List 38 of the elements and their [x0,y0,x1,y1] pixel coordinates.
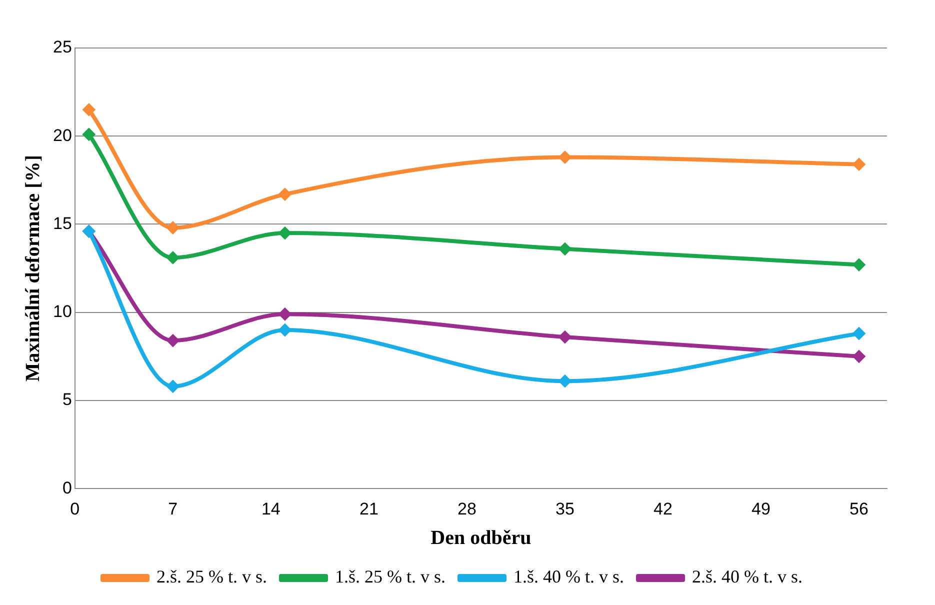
point [558,150,572,164]
y-tick-label: 15 [52,214,72,233]
x-tick-label: 28 [457,499,476,518]
legend-label: 1.š. 25 % t. v s. [334,566,446,587]
point [278,188,292,201]
y-tick-label: 5 [62,390,72,410]
x-tick-label: 21 [359,499,378,518]
y-tick-label: 10 [52,302,72,322]
point [278,308,292,321]
x-tick-label: 35 [556,499,574,518]
point [852,258,866,272]
x-tick-label: 14 [261,499,280,518]
y-tick-label: 0 [62,478,72,498]
point [278,226,292,240]
x-tick-label: 56 [850,499,868,518]
legend-label: 2.š. 25 % t. v s. [156,566,268,587]
x-axis-title: Den odběru [430,527,532,550]
x-tick-label: 49 [752,499,770,518]
point [166,380,180,393]
x-tick-label: 42 [654,499,672,518]
y-tick-label: 20 [52,126,72,145]
point [558,374,572,388]
legend-label: 2.š. 40 % t. v s. [692,566,803,587]
point [852,158,866,171]
point [558,242,572,256]
point [82,128,96,141]
point [852,327,866,340]
point [166,221,180,234]
y-tick-label: 25 [52,38,72,57]
point [558,330,572,344]
point [278,323,292,336]
legend-label: 1.š. 40 % t. v s. [514,566,624,587]
point [166,251,180,264]
point [166,334,180,348]
y-axis-title: Maximální deformace [%] [22,154,44,382]
x-tick-label: 7 [168,499,178,518]
point [82,103,96,116]
point [852,350,866,363]
